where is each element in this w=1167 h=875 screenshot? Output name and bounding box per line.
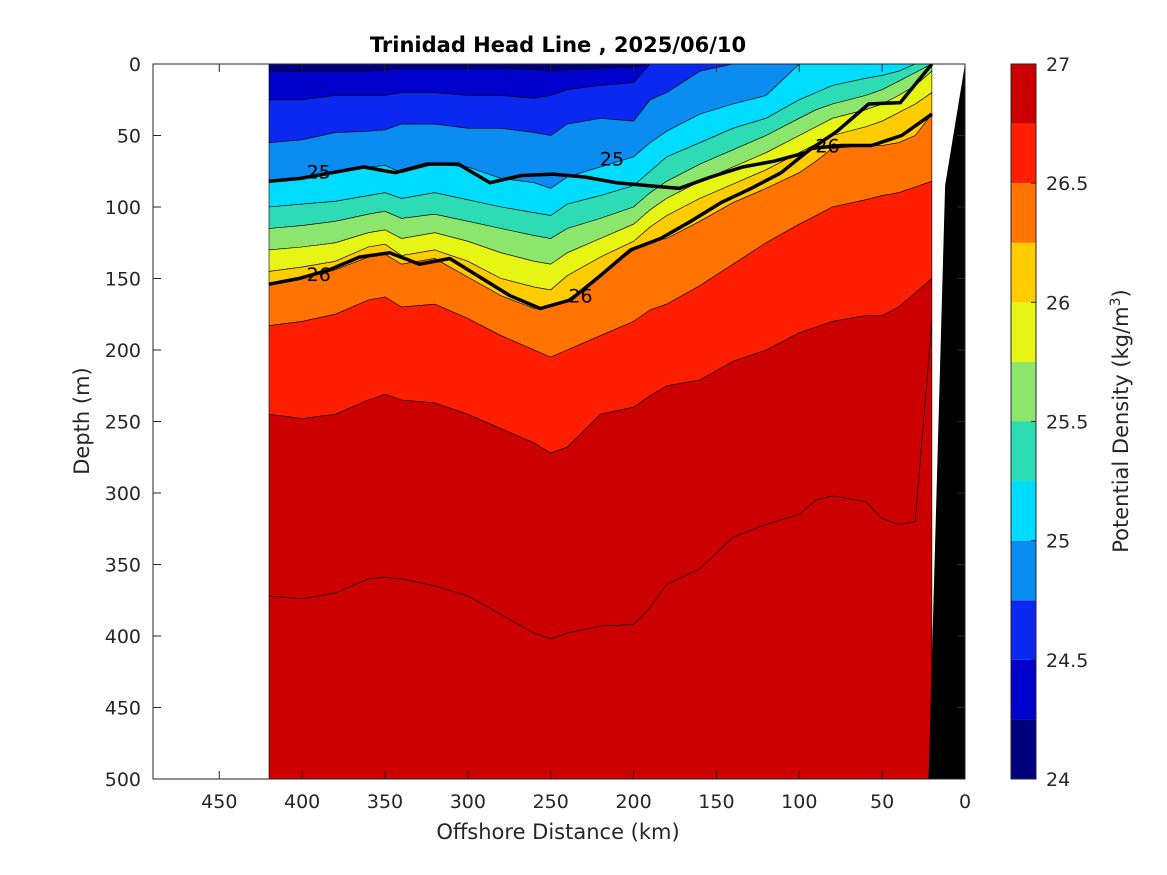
colorbar-tick-label: 25 [1046, 531, 1070, 553]
contour-label: 26 [307, 264, 331, 286]
colorbar-segment [1011, 600, 1036, 660]
x-tick-label: 0 [959, 791, 971, 813]
density-band [268, 321, 933, 779]
y-tick-label: 250 [105, 412, 141, 434]
y-tick-label: 100 [105, 197, 141, 219]
contour-label-layer: 25 25 26 26 26 [307, 136, 840, 308]
x-tick-label: 100 [781, 791, 817, 813]
x-tick-label: 450 [201, 791, 237, 813]
x-tick-label: 200 [615, 791, 651, 813]
x-axis-label: Offshore Distance (km) [436, 820, 679, 844]
colorbar-segment [1011, 302, 1036, 362]
colorbar-label: Potential Density (kg/m3) [1108, 289, 1133, 553]
y-tick-label: 300 [105, 483, 141, 505]
colorbar-segment [1011, 421, 1036, 482]
x-tick-label: 400 [284, 791, 320, 813]
y-tick-label: 350 [105, 555, 141, 577]
x-tick-label: 150 [698, 791, 734, 813]
colorbar-tick-label: 26.5 [1046, 173, 1088, 195]
contour-line-layer [268, 64, 934, 311]
y-tick-label: 150 [105, 269, 141, 291]
colorbar-segment [1011, 361, 1036, 422]
y-tick-label: 400 [105, 626, 141, 648]
isopycnal-25 [268, 64, 934, 191]
colorbar-label-main: Potential Density (kg/m [1109, 306, 1133, 552]
contour-label: 25 [307, 161, 331, 183]
y-tick-label: 450 [105, 698, 141, 720]
colorbar-segment [1011, 64, 1036, 124]
y-axis: 0 50 100 150 200 250 300 350 400 450 500 [105, 54, 965, 791]
chart-title: Trinidad Head Line , 2025/06/10 [370, 33, 746, 57]
colorbar-tick-label: 24.5 [1046, 650, 1088, 672]
seafloor-topography [928, 64, 965, 779]
isopycnal-26 [268, 112, 933, 311]
x-tick-label: 50 [870, 791, 894, 813]
y-tick-label: 200 [105, 340, 141, 362]
colorbar-segment [1011, 719, 1036, 779]
contour-fill-layer [268, 64, 933, 779]
x-tick-label: 250 [533, 791, 569, 813]
colorbar-tick-label: 24 [1046, 769, 1070, 791]
colorbar: 24 24.5 25 25.5 26 26.5 27 [1010, 54, 1088, 791]
x-axis: 450 400 350 300 250 200 150 100 50 0 [201, 64, 971, 813]
topography-layer [928, 64, 965, 779]
colorbar-segment [1011, 540, 1036, 601]
colorbar-tick-label: 25.5 [1046, 412, 1088, 434]
contour-label: 26 [568, 286, 592, 308]
colorbar-segment [1011, 242, 1036, 303]
colorbar-label-superscript: 3 [1108, 297, 1124, 306]
colorbar-label-close: ) [1109, 289, 1133, 297]
colorbar-segment [1011, 123, 1036, 184]
colorbar-segment [1011, 183, 1036, 243]
colorbar-segment [1011, 481, 1036, 541]
y-axis-label: Depth (m) [70, 367, 94, 474]
x-tick-label: 300 [450, 791, 486, 813]
y-tick-label: 50 [117, 126, 141, 148]
y-tick-label: 0 [129, 54, 141, 76]
contour-label: 25 [600, 148, 624, 170]
y-tick-label: 500 [105, 769, 141, 791]
colorbar-tick-label: 27 [1046, 54, 1070, 76]
contour-label: 26 [815, 136, 839, 158]
colorbar-tick-label: 26 [1046, 292, 1070, 314]
colorbar-segment [1011, 659, 1036, 720]
x-tick-label: 350 [367, 791, 403, 813]
